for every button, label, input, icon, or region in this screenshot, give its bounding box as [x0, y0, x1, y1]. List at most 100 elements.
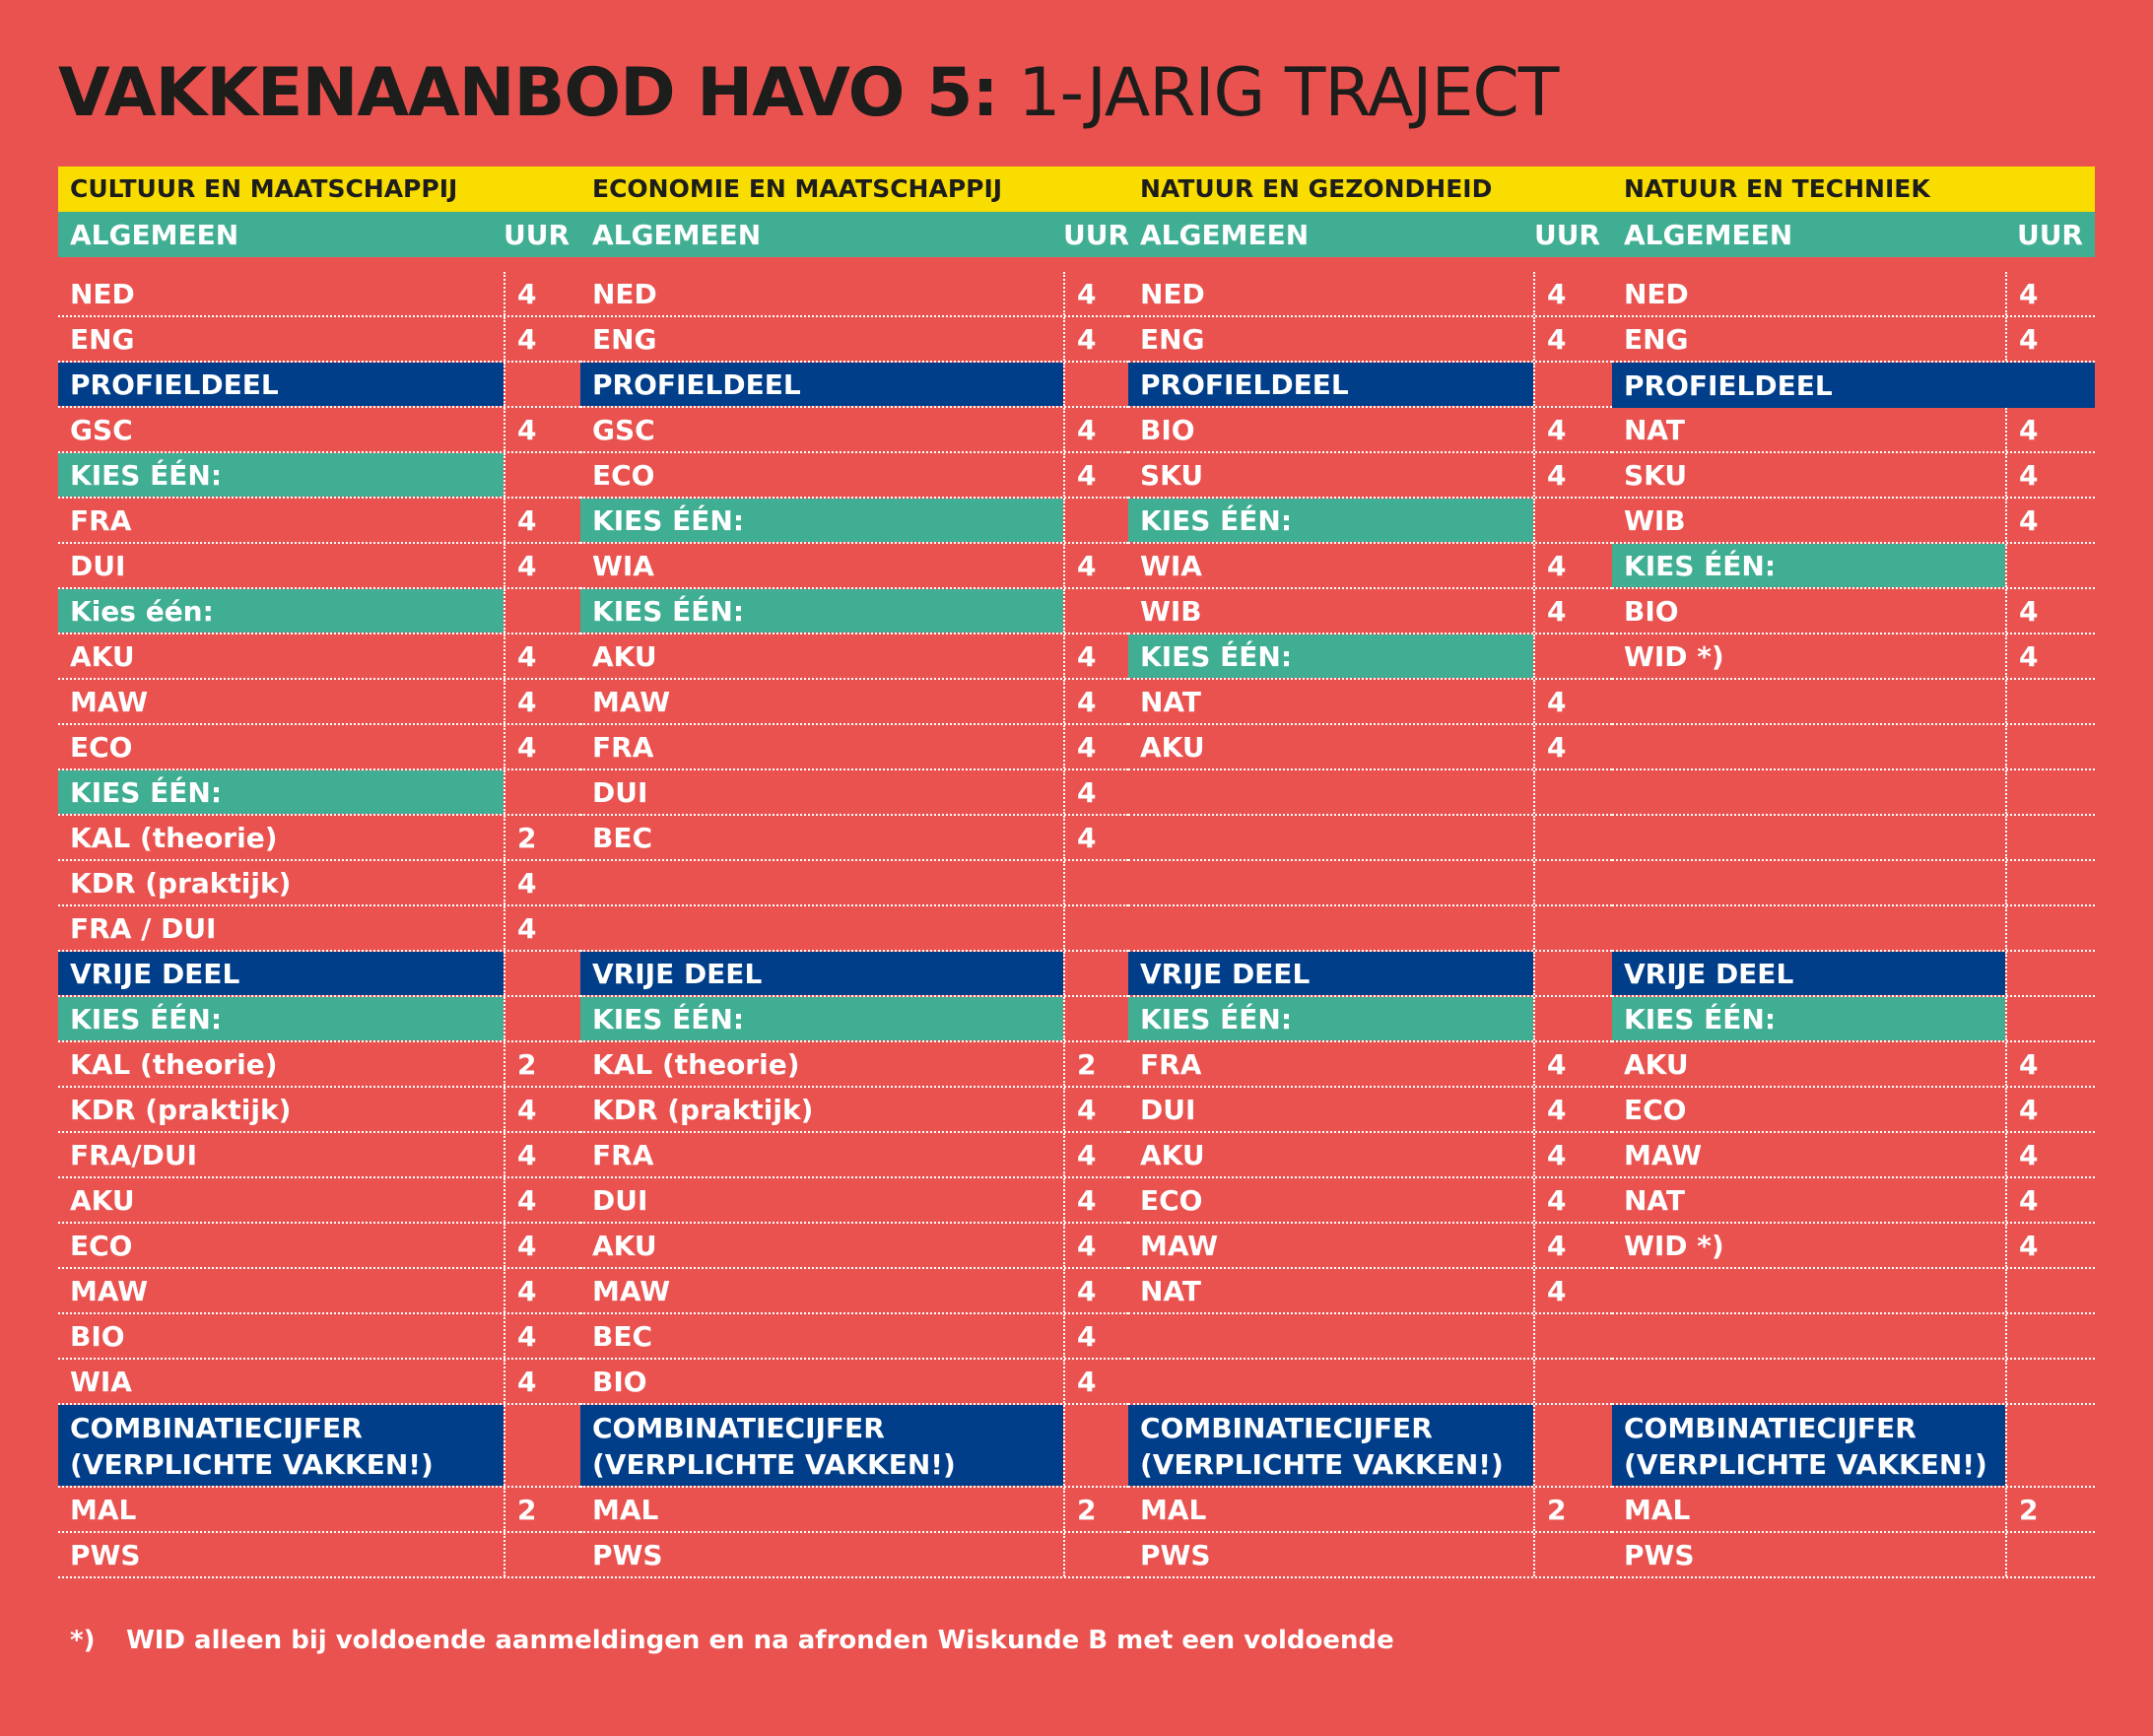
row-label: AKU: [1140, 1138, 1205, 1171]
row-label: MAW: [592, 1274, 671, 1307]
row-label: FRA: [70, 503, 132, 537]
row-label: BIO: [592, 1365, 647, 1398]
subject-row: AKU 4: [1128, 725, 1612, 770]
column-header: ALGEMEEN UUR: [1612, 212, 2095, 257]
row-hours: 4: [1533, 1224, 1612, 1267]
row-hours: [504, 770, 580, 814]
row-hours: 4: [1533, 453, 1612, 497]
header-spacer: [58, 257, 580, 272]
header-label: ALGEMEEN: [592, 218, 762, 251]
row-hours: [1533, 1360, 1612, 1403]
row-label: MAW: [1624, 1138, 1703, 1171]
subject-row: ENG 4: [580, 317, 1128, 363]
row-hours: [1063, 861, 1128, 904]
row-label-line2: (VERPLICHTE VAKKEN!): [1140, 1448, 1504, 1481]
subject-row: [1612, 1314, 2095, 1360]
row-label: DUI: [1140, 1093, 1196, 1126]
section-row: PROFIELDEEL: [580, 363, 1128, 408]
subject-row: NED 4: [58, 272, 580, 317]
row-label: VRIJE DEEL: [580, 952, 1063, 995]
header-hours: UUR: [2016, 218, 2083, 251]
row-label-line2: (VERPLICHTE VAKKEN!): [1624, 1448, 1987, 1481]
row-hours: [504, 1533, 580, 1576]
row-hours: 4: [2005, 1088, 2095, 1131]
header-spacer: [1128, 257, 1612, 272]
header-label: ALGEMEEN: [70, 218, 239, 251]
row-label: [580, 906, 1063, 950]
row-hours: [1533, 499, 1612, 542]
section-row: VRIJE DEEL: [1128, 952, 1612, 997]
row-label: KIES ÉÉN:: [58, 770, 504, 814]
choice-row: KIES ÉÉN:: [1128, 997, 1612, 1042]
row-label: KDR (praktijk): [70, 1093, 292, 1126]
row-hours: 4: [2005, 1042, 2095, 1086]
subject-row: ECO 4: [58, 1224, 580, 1269]
row-hours: [2005, 1360, 2095, 1403]
row-label: KAL (theorie): [70, 1047, 278, 1081]
row-label: MAW: [592, 685, 671, 718]
row-hours: [1533, 952, 1612, 995]
row-label: PWS: [70, 1538, 141, 1571]
subject-row: BIO 4: [58, 1314, 580, 1360]
subject-row: [580, 906, 1128, 952]
row-label: SKU: [1624, 458, 1688, 492]
profile-title: NATUUR EN TECHNIEK: [1612, 167, 2095, 212]
row-hours: 4: [1063, 816, 1128, 859]
subject-row: DUI 4: [58, 544, 580, 589]
subject-row: PWS: [580, 1533, 1128, 1578]
subject-row: [1128, 770, 1612, 816]
row-hours: 4: [1063, 317, 1128, 361]
row-hours: [2005, 952, 2095, 995]
row-label: PWS: [592, 1538, 663, 1571]
row-hours: [2005, 725, 2095, 768]
row-label: WIA: [592, 549, 654, 582]
row-hours: 4: [504, 317, 580, 361]
subject-row: DUI 4: [580, 770, 1128, 816]
row-label: [1128, 816, 1533, 859]
subject-row: AKU 4: [1128, 1133, 1612, 1178]
row-hours: 4: [1063, 1269, 1128, 1312]
subject-row: MAL 2: [1612, 1488, 2095, 1533]
row-hours: [2005, 997, 2095, 1040]
row-hours: 4: [1063, 1314, 1128, 1358]
column-header: ALGEMEEN UUR: [58, 212, 580, 257]
subject-row: DUI 4: [1128, 1088, 1612, 1133]
choice-row: KIES ÉÉN:: [58, 453, 580, 499]
row-hours: 4: [2005, 272, 2095, 315]
row-hours: [2005, 906, 2095, 950]
header-hours: UUR: [1533, 218, 1600, 251]
row-hours: 4: [2005, 408, 2095, 451]
row-label: PROFIELDEEL: [1612, 363, 2095, 408]
row-label: NAT: [1140, 685, 1202, 718]
profile-title: NATUUR EN GEZONDHEID: [1128, 167, 1612, 212]
row-hours: 4: [2005, 589, 2095, 633]
row-hours: [2005, 1314, 2095, 1358]
row-label: VRIJE DEEL: [1128, 952, 1533, 995]
footnote-text: WID alleen bij voldoende aanmeldingen en…: [126, 1626, 1394, 1655]
subject-row: BIO 4: [1128, 408, 1612, 453]
subject-row: WIA 4: [58, 1360, 580, 1405]
row-label: BIO: [1624, 594, 1679, 628]
row-label: [1612, 680, 2005, 723]
subject-row: FRA 4: [580, 1133, 1128, 1178]
footnote: *) WID alleen bij voldoende aanmeldingen…: [70, 1626, 1394, 1655]
row-label: KIES ÉÉN:: [1128, 634, 1533, 678]
subject-row: WIB 4: [1128, 589, 1612, 634]
section-row: COMBINATIECIJFER (VERPLICHTE VAKKEN!): [580, 1405, 1128, 1488]
row-hours: 4: [1063, 1133, 1128, 1176]
row-hours: 4: [1063, 1224, 1128, 1267]
row-hours: 4: [1063, 1088, 1128, 1131]
row-label: NAT: [1624, 413, 1686, 446]
row-hours: 4: [1063, 634, 1128, 678]
row-hours: [1533, 1405, 1612, 1486]
subject-row: FRA/DUI 4: [58, 1133, 580, 1178]
row-hours: [2005, 770, 2095, 814]
row-label-line2: (VERPLICHTE VAKKEN!): [70, 1448, 434, 1481]
row-label: [1612, 861, 2005, 904]
row-hours: 2: [1063, 1042, 1128, 1086]
row-label: ENG: [1140, 322, 1205, 356]
row-hours: [1533, 770, 1612, 814]
row-hours: [2005, 1533, 2095, 1576]
header-label: ALGEMEEN: [1140, 218, 1310, 251]
row-hours: 4: [1533, 272, 1612, 315]
